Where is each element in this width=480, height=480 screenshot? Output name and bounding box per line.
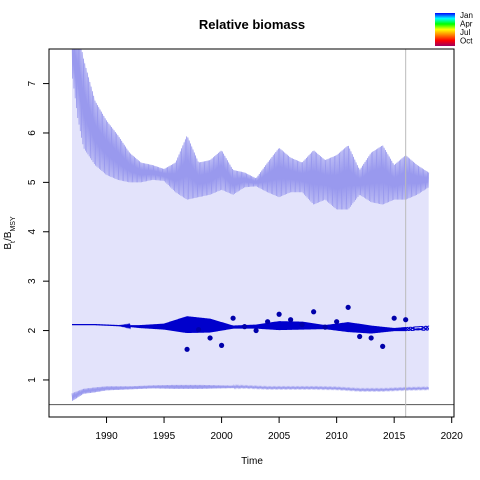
legend-label-oct: Oct — [460, 37, 473, 46]
x-axis: 1990 1995 2000 2005 2010 2015 2020 — [95, 417, 463, 442]
index-point — [311, 309, 317, 315]
y-axis-label: Bt/BMSY — [3, 216, 17, 250]
index-point — [391, 315, 397, 321]
index-point — [218, 342, 225, 348]
lower-limit-line — [71, 384, 430, 401]
legend-label-jan: Jan — [460, 11, 473, 20]
chart-title: Relative biomass — [199, 17, 305, 32]
index-point — [322, 324, 328, 330]
x-axis-label: Time — [241, 456, 263, 467]
plot-frame — [48, 48, 455, 418]
x-tick-label: 1995 — [153, 431, 176, 442]
x-tick-label: 2020 — [441, 431, 464, 442]
index-point — [288, 317, 294, 323]
index-point — [345, 304, 351, 310]
legend-label-jul: Jul — [460, 28, 470, 37]
x-tick-label: 2005 — [268, 431, 291, 442]
index-point — [253, 327, 259, 334]
index-point — [207, 335, 213, 341]
legend-color-bar — [435, 13, 455, 46]
y-tick-label: 4 — [27, 229, 38, 235]
index-point — [380, 343, 386, 349]
y-tick-label: 2 — [27, 327, 38, 333]
index-point — [403, 317, 409, 323]
upper-limit-line — [71, 49, 430, 210]
index-point — [357, 333, 363, 340]
y-tick-label: 7 — [27, 80, 38, 86]
index-point — [265, 319, 271, 325]
legend-label-apr: Apr — [460, 20, 473, 29]
x-tick-label: 2000 — [210, 431, 233, 442]
y-tick-label: 5 — [27, 179, 38, 185]
index-point — [195, 326, 202, 333]
plot-area — [49, 49, 454, 417]
index-point — [334, 319, 340, 325]
index-point — [368, 335, 374, 341]
y-tick-label: 3 — [27, 278, 38, 284]
y-tick-label: 1 — [27, 377, 38, 383]
y-tick-label: 6 — [27, 130, 38, 136]
index-point — [184, 346, 190, 352]
median-projection-line — [405, 325, 430, 332]
index-point — [276, 311, 282, 317]
y-axis: 1 2 3 4 5 6 7 — [27, 80, 49, 383]
median-line — [72, 316, 407, 334]
x-tick-label: 2010 — [326, 431, 349, 442]
x-tick-label: 1990 — [95, 431, 118, 442]
x-tick-label: 2015 — [383, 431, 406, 442]
index-point — [230, 315, 236, 321]
index-point — [241, 324, 248, 330]
credible-band — [72, 49, 429, 402]
index-point — [299, 322, 305, 328]
